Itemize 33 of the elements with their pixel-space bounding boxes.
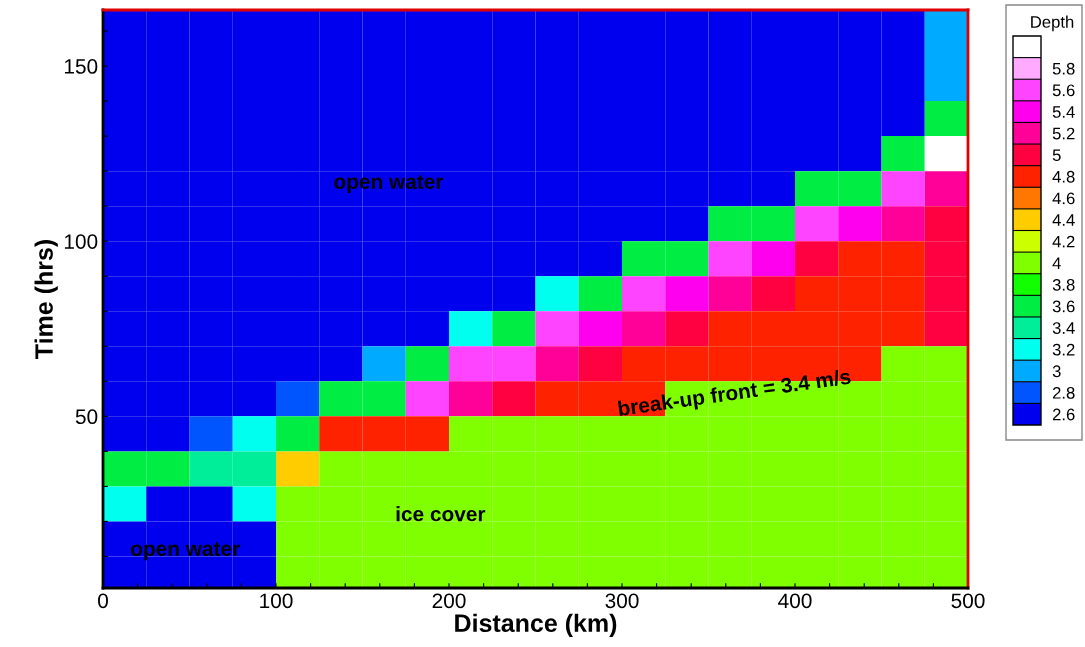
color-bar-label: 3.2 xyxy=(1052,343,1075,356)
x-tick-label: 0 xyxy=(98,593,108,609)
color-bar-label: 5 xyxy=(1052,149,1061,162)
color-bar-label: 4.6 xyxy=(1052,192,1075,205)
color-bar-label: 5.2 xyxy=(1052,127,1075,140)
color-bar-label: 5.8 xyxy=(1052,62,1075,75)
color-bar-label: 2.6 xyxy=(1052,408,1075,421)
color-bar-label: 4.8 xyxy=(1052,170,1075,183)
x-tick-label: 100 xyxy=(260,593,293,609)
annotation: break-up front = 3.4 m/s xyxy=(617,368,852,421)
y-axis-title: Time (hrs) xyxy=(34,240,58,359)
color-bar-label: 3.8 xyxy=(1052,278,1075,291)
x-tick-label: 500 xyxy=(951,593,985,609)
color-bar-label: 4.4 xyxy=(1052,214,1075,226)
x-axis-title: Distance (km) xyxy=(455,613,617,637)
color-bar-title: Depth xyxy=(1031,15,1074,32)
x-tick-label: 200 xyxy=(432,593,466,609)
color-bar-label: 3 xyxy=(1052,365,1061,378)
annotation: ice cover xyxy=(396,506,486,522)
color-bar-label: 4 xyxy=(1052,257,1061,269)
color-bar-label: 3.6 xyxy=(1052,300,1075,313)
color-bar-label: 4.2 xyxy=(1052,235,1075,248)
y-tick-label: 50 xyxy=(75,409,98,425)
color-bar-label: 5.6 xyxy=(1052,84,1075,97)
x-tick-label: 400 xyxy=(778,593,812,609)
y-tick-label: 100 xyxy=(64,234,98,249)
annotation: open water xyxy=(131,542,240,561)
color-bar-label: 3.4 xyxy=(1052,322,1075,334)
y-tick-label: 150 xyxy=(64,59,98,74)
x-tick-label: 300 xyxy=(605,593,639,609)
annotation: open water xyxy=(334,175,444,194)
color-bar-label: 5.4 xyxy=(1052,106,1075,118)
color-bar-label: 2.8 xyxy=(1052,386,1075,399)
